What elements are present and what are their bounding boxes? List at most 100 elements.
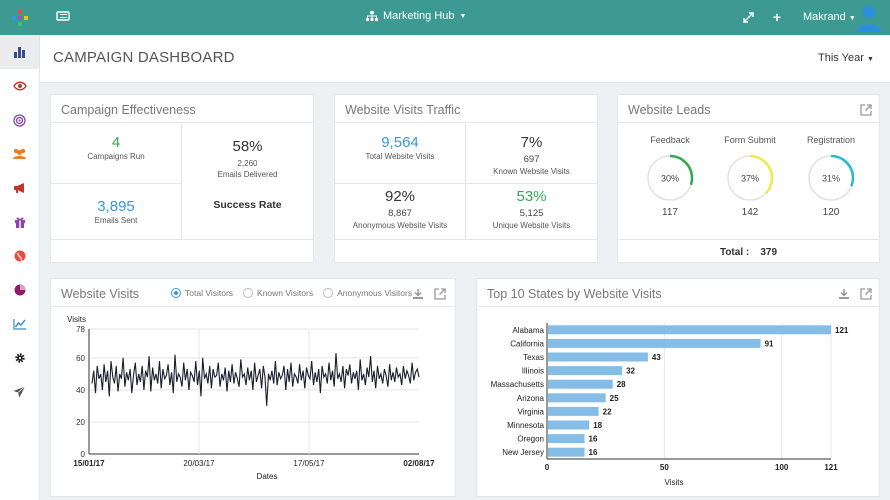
value-label: 121: [835, 326, 849, 335]
sidebar-item-web[interactable]: [0, 239, 39, 273]
category-label: Minnesota: [507, 421, 544, 430]
panel-header: [51, 279, 455, 307]
series-line: [91, 352, 420, 406]
lead-gauge-count: 120: [822, 207, 840, 218]
lead-gauge-count: 142: [741, 207, 759, 218]
sidebar-item-views[interactable]: [0, 69, 39, 103]
external-link-icon[interactable]: [434, 287, 447, 300]
x-tick-label: 02/08/17: [403, 459, 435, 468]
gauge-arc: [726, 154, 774, 202]
panel-header: [477, 279, 879, 307]
y-tick-label: 20: [76, 418, 85, 427]
external-link-icon[interactable]: [860, 287, 873, 300]
sidebar-item-analytics[interactable]: [0, 307, 39, 341]
value-label: 16: [589, 435, 598, 444]
category-label: Virginia: [517, 407, 544, 416]
compress-icon[interactable]: [740, 9, 756, 25]
panel-header: [618, 95, 879, 123]
gauge-pct: 37%: [741, 174, 759, 184]
radio-anonymous-visitors[interactable]: [323, 288, 334, 298]
divider: [335, 183, 597, 184]
menu-icon[interactable]: [56, 9, 72, 25]
bar: [548, 393, 606, 403]
panel-title: Campaign Effectiveness: [61, 103, 196, 117]
eye-icon: [12, 81, 27, 91]
bar: [548, 434, 585, 444]
page-title: CAMPAIGN DASHBOARD: [53, 49, 235, 66]
leads-total-value: 379: [760, 247, 778, 258]
globe-icon: [14, 250, 25, 262]
radio-total-visitors[interactable]: [171, 288, 181, 298]
send-icon: [13, 386, 26, 398]
bar: [548, 366, 623, 376]
gauge-pct: 30%: [661, 174, 679, 184]
x-tick-label: 15/01/17: [73, 459, 105, 468]
sidebar: [0, 35, 40, 500]
total-visits-value: 9,564: [381, 134, 419, 151]
value-label: 91: [765, 339, 774, 348]
download-icon[interactable]: [412, 287, 425, 300]
period-selector[interactable]: This Year ▼: [818, 52, 874, 64]
bar: [548, 447, 585, 457]
bar: [548, 352, 648, 362]
panel-header: [335, 95, 597, 123]
value-label: 22: [603, 407, 612, 416]
sidebar-item-targets[interactable]: [0, 103, 39, 137]
y-tick-label: 40: [76, 386, 85, 395]
known-visits-stat: 7% 697 Known Website Visits: [466, 134, 597, 177]
x-tick-label: 100: [775, 463, 789, 472]
total-visits-label: Total Website Visits: [365, 152, 435, 161]
sidebar-item-settings[interactable]: [0, 341, 39, 375]
sidebar-item-contacts[interactable]: [0, 137, 39, 171]
download-icon[interactable]: [838, 287, 851, 300]
panel-header: [51, 95, 313, 123]
radio-known-visitors[interactable]: [243, 288, 254, 298]
divider: [618, 239, 879, 240]
emails-delivered-label: Emails Delivered: [217, 170, 278, 179]
y-tick-label: 60: [76, 354, 85, 363]
x-tick-label: 17/05/17: [293, 459, 325, 468]
user-name: Makrand: [803, 11, 846, 23]
external-link-icon[interactable]: [860, 103, 873, 116]
known-visits-label: Known Website Visits: [493, 167, 570, 176]
success-rate-label: Success Rate: [213, 199, 282, 211]
bar: [548, 379, 613, 389]
anonymous-visits-label: Anonymous Website Visits: [352, 221, 448, 230]
emails-sent-value: 3,895: [97, 198, 135, 215]
plus-icon[interactable]: +: [772, 9, 782, 25]
unique-visits-count: 5,125: [519, 208, 544, 219]
campaigns-run-label: Campaigns Run: [87, 152, 145, 161]
divider: [51, 183, 181, 184]
chevron-down-icon: ▼: [848, 15, 856, 22]
user-menu[interactable]: Makrand ▼: [803, 11, 856, 23]
panel-title: Top 10 States by Website Visits: [487, 287, 662, 301]
emails-delivered-pct: 58%: [232, 138, 263, 155]
sidebar-item-dashboard[interactable]: [0, 35, 39, 69]
sidebar-item-send[interactable]: [0, 375, 39, 409]
sidebar-item-campaigns[interactable]: [0, 171, 39, 205]
sidebar-item-reports[interactable]: [0, 273, 39, 307]
logo-icon[interactable]: [0, 0, 40, 35]
hub-selector[interactable]: Marketing Hub ▼: [366, 10, 466, 22]
x-tick-label: 50: [660, 463, 669, 472]
campaigns-run-value: 4: [111, 134, 121, 151]
category-label: New Jersey: [502, 448, 544, 457]
sitemap-icon: [366, 10, 378, 21]
website-leads-panel: Website Leads Feedback 30% 117 Form Submit 3…: [617, 94, 880, 263]
sidebar-item-offers[interactable]: [0, 205, 39, 239]
emails-delivered-stat: 58% 2,260 Emails Delivered: [182, 138, 313, 180]
visitor-type-options: Total Visitors Known Visitors Anonymous …: [171, 288, 412, 298]
divider: [51, 239, 313, 240]
gift-icon: [14, 217, 25, 228]
leads-total-label: Total :: [719, 247, 750, 258]
y-tick-label: 0: [81, 450, 86, 459]
emails-delivered-count: 2,260: [237, 159, 258, 168]
campaign-effectiveness-panel: Campaign Effectiveness 4 Campaigns Run 5…: [50, 94, 314, 263]
panel-title: Website Visits Traffic: [345, 103, 461, 117]
divider: [465, 124, 466, 239]
website-visits-chart-panel: Website Visits Total Visitors Known Visi…: [50, 278, 456, 497]
gauge-pct: 31%: [822, 174, 840, 184]
radio-label: Total Visitors: [185, 288, 234, 298]
avatar-icon[interactable]: [854, 3, 884, 33]
